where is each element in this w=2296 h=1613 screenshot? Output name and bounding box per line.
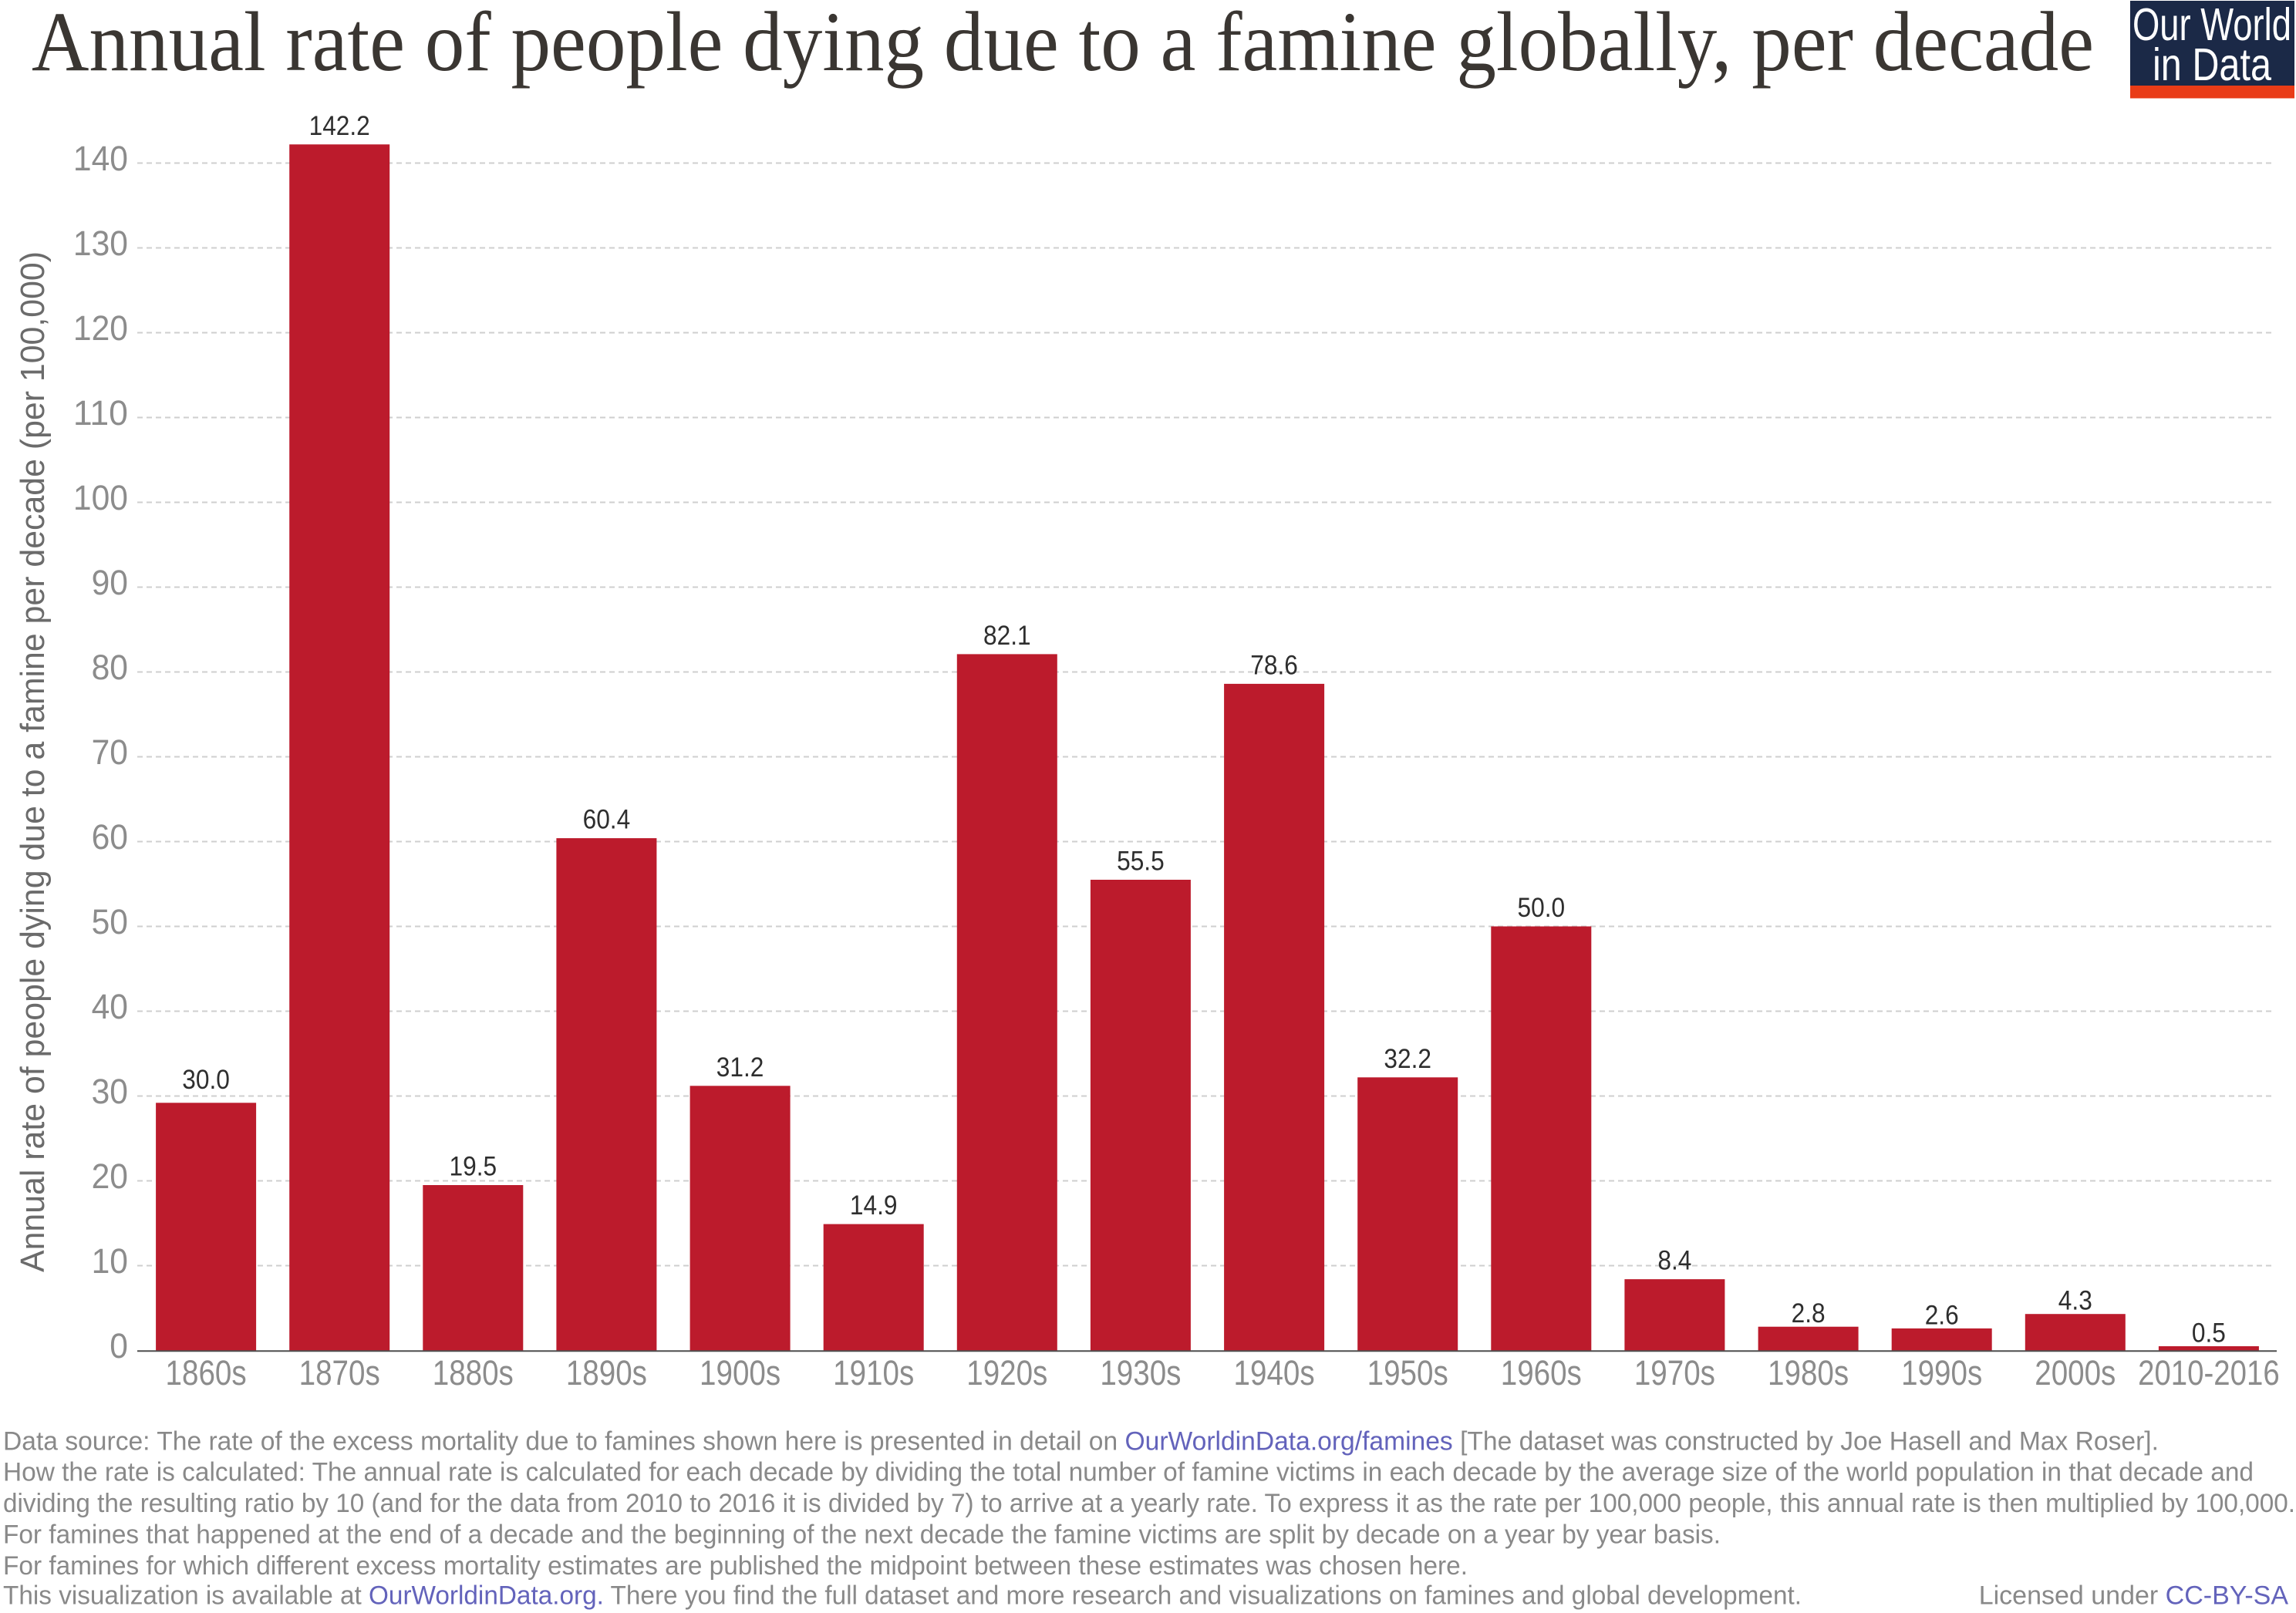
svg-text:2000s: 2000s [2035,1353,2116,1392]
svg-text:1990s: 1990s [1901,1353,1982,1392]
svg-text:1930s: 1930s [1100,1353,1181,1392]
svg-text:100: 100 [73,478,128,517]
svg-text:142.2: 142.2 [309,111,370,141]
svg-text:2.6: 2.6 [1925,1300,1959,1330]
svg-text:140: 140 [73,139,128,178]
svg-text:1920s: 1920s [966,1353,1047,1392]
svg-text:90: 90 [92,563,128,602]
svg-text:in Data: in Data [2153,39,2271,90]
svg-text:1910s: 1910s [833,1353,914,1392]
svg-text:14.9: 14.9 [850,1190,898,1221]
svg-text:20: 20 [92,1157,128,1196]
svg-text:60.4: 60.4 [583,805,631,835]
svg-text:30: 30 [92,1072,128,1111]
svg-text:Our World: Our World [2132,0,2291,50]
svg-text:1890s: 1890s [566,1353,647,1392]
svg-text:0: 0 [110,1326,128,1365]
svg-text:50: 50 [92,902,128,941]
svg-text:4.3: 4.3 [2058,1286,2092,1316]
svg-text:0.5: 0.5 [2192,1318,2226,1349]
svg-text:70: 70 [92,732,128,772]
svg-text:2010-2016: 2010-2016 [2138,1353,2280,1392]
svg-text:Data source: The rate of the e: Data source: The rate of the excess mort… [3,1426,2159,1456]
svg-text:1940s: 1940s [1234,1353,1315,1392]
svg-text:55.5: 55.5 [1117,847,1165,877]
svg-text:1870s: 1870s [299,1353,380,1392]
svg-text:Licensed under CC-BY-SA: Licensed under CC-BY-SA [1979,1581,2289,1611]
svg-text:For famines for which differen: For famines for which different excess m… [3,1551,1468,1581]
svg-text:1980s: 1980s [1768,1353,1849,1392]
svg-text:How the rate is calculated: Th: How the rate is calculated: The annual r… [3,1458,2254,1487]
svg-text:1880s: 1880s [433,1353,514,1392]
svg-text:1970s: 1970s [1634,1353,1715,1392]
svg-text:1950s: 1950s [1367,1353,1448,1392]
svg-text:dividing the resulting ratio b: dividing the resulting ratio by 10 (and … [3,1489,2295,1518]
svg-text:50.0: 50.0 [1518,893,1566,923]
svg-text:31.2: 31.2 [716,1052,764,1083]
svg-text:120: 120 [73,308,128,348]
svg-text:Annual rate of people dying du: Annual rate of people dying due to a fam… [32,0,2094,89]
svg-text:60: 60 [92,817,128,857]
svg-text:32.2: 32.2 [1384,1044,1431,1074]
svg-text:1900s: 1900s [700,1353,781,1392]
svg-text:10: 10 [92,1241,128,1281]
svg-text:For famines that happened at t: For famines that happened at the end of … [3,1520,1721,1550]
svg-text:80: 80 [92,648,128,687]
svg-text:1860s: 1860s [166,1353,247,1392]
svg-text:78.6: 78.6 [1250,650,1298,680]
svg-text:130: 130 [73,224,128,263]
svg-text:82.1: 82.1 [983,621,1031,651]
svg-text:30.0: 30.0 [182,1065,230,1095]
svg-text:2.8: 2.8 [1792,1298,1826,1328]
svg-text:8.4: 8.4 [1657,1246,1691,1276]
svg-text:Annual rate of people dying du: Annual rate of people dying due to a fam… [14,251,52,1272]
svg-text:19.5: 19.5 [450,1152,497,1182]
svg-text:40: 40 [92,987,128,1026]
svg-text:1960s: 1960s [1501,1353,1582,1392]
svg-text:110: 110 [73,393,128,433]
svg-text:This visualization is availabl: This visualization is available at OurWo… [3,1581,1802,1611]
